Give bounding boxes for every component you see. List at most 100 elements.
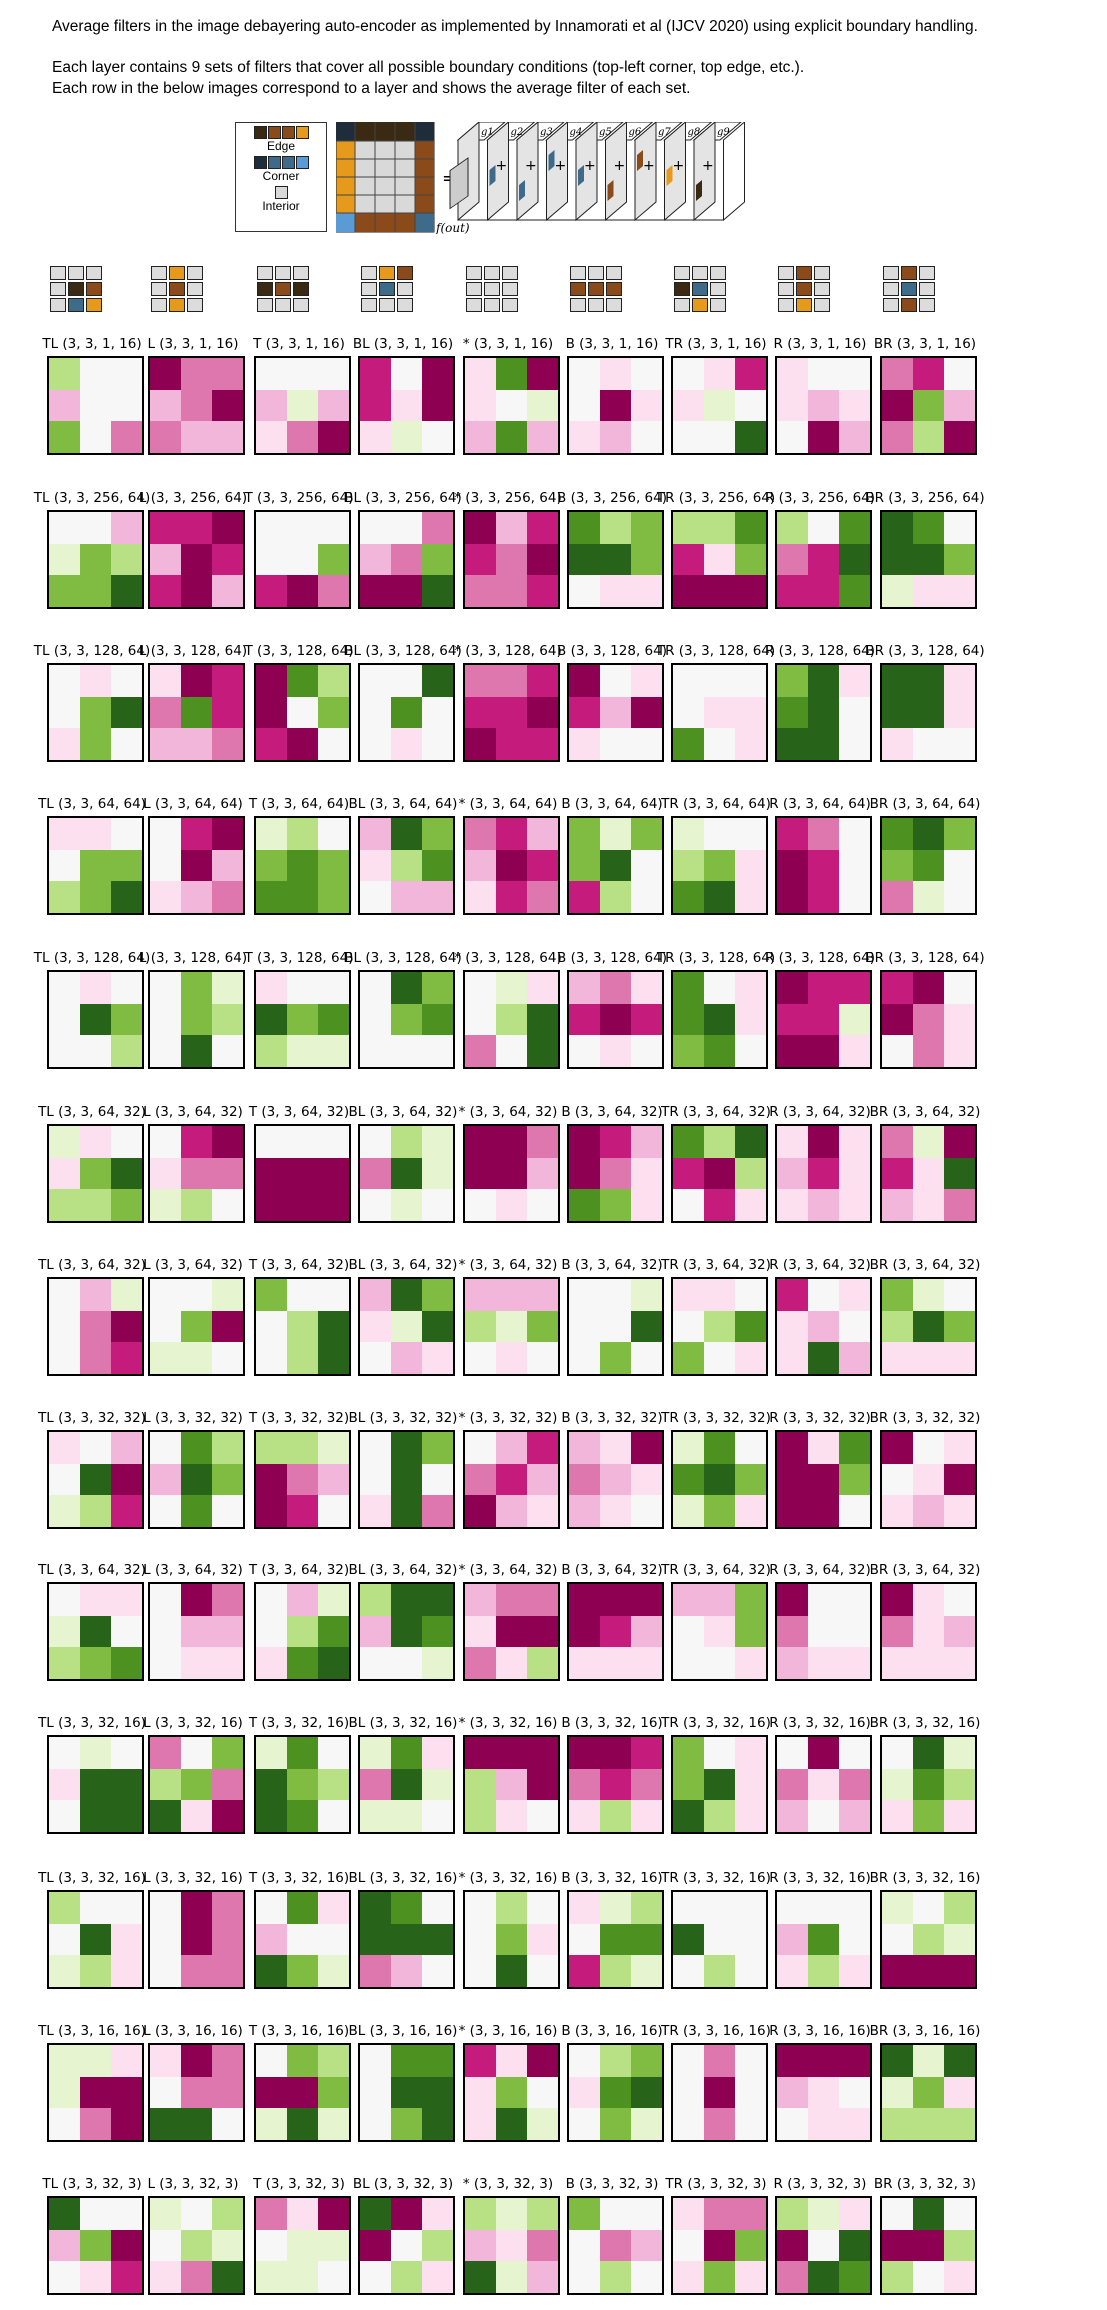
corner-swatch <box>295 156 309 169</box>
filter-weight <box>913 512 944 544</box>
filter-weight <box>80 1279 111 1311</box>
filter-weight <box>735 696 766 729</box>
filter-weight <box>49 1463 80 1496</box>
filter-weight <box>496 1647 527 1679</box>
filter-weight <box>913 1615 944 1648</box>
filter-weight <box>181 1955 212 1987</box>
filter-weight <box>631 849 662 882</box>
filter-weight <box>256 1800 287 1832</box>
filter-weight <box>735 1035 766 1067</box>
edge-swatch <box>281 126 295 139</box>
filter-weight <box>527 358 558 390</box>
filter-weight <box>80 2045 111 2077</box>
filter-weight <box>777 1189 808 1221</box>
filter-heatmap <box>47 1277 144 1376</box>
filter-weight <box>527 2045 558 2077</box>
filter-weight <box>49 696 80 729</box>
filter-weight <box>318 1189 349 1221</box>
filter-label: * (3, 3, 32, 32) <box>458 1410 558 1426</box>
filter-weight <box>777 728 808 760</box>
filter-weight <box>256 543 287 576</box>
filter-weight <box>569 2229 600 2262</box>
filter-weight <box>49 818 80 850</box>
filter-weight <box>808 972 839 1004</box>
filter-weight <box>704 1279 735 1311</box>
filter-weight <box>569 1737 600 1769</box>
filter-weight <box>913 696 944 729</box>
stack-marker <box>637 150 643 171</box>
filter-weight <box>150 1737 181 1769</box>
filter-weight <box>111 1647 142 1679</box>
filter-weight <box>631 1126 662 1158</box>
plus-sign: + <box>614 158 626 174</box>
filter-weight <box>673 1768 704 1801</box>
filter-weight <box>287 358 318 390</box>
filter-weight <box>150 2198 181 2230</box>
icon-cell <box>379 282 395 296</box>
filter-weight <box>391 1923 422 1956</box>
filter-weight <box>287 1955 318 1987</box>
filter-weight <box>422 2261 453 2293</box>
filter-label: B (3, 3, 32, 16) <box>561 1715 663 1731</box>
filter-weight <box>569 421 600 453</box>
filter-weight <box>839 1615 870 1648</box>
icon-cell <box>379 266 395 280</box>
filter-weight <box>496 1892 527 1924</box>
filter-weight <box>391 543 422 576</box>
boundary-icon <box>778 266 830 312</box>
filter-weight <box>913 389 944 422</box>
filter-heatmap <box>148 1582 245 1681</box>
filter-weight <box>944 2045 975 2077</box>
filter-weight <box>808 2076 839 2109</box>
filter-weight <box>808 1342 839 1374</box>
plus-sign: + <box>496 158 508 174</box>
filter-weight <box>704 849 735 882</box>
filter-weight <box>735 512 766 544</box>
filter-weight <box>422 1955 453 1987</box>
filter-weight <box>391 1310 422 1343</box>
filter-weight <box>422 1923 453 1956</box>
filter-label: L (3, 3, 32, 32) <box>143 1410 243 1426</box>
filter-weight <box>181 696 212 729</box>
filter-weight <box>80 1737 111 1769</box>
filter-label: R (3, 3, 32, 16) <box>769 1870 871 1886</box>
filter-weight <box>944 1342 975 1374</box>
filter-weight <box>496 1310 527 1343</box>
filter-weight <box>256 512 287 544</box>
filter-weight <box>913 2198 944 2230</box>
filter-heatmap <box>254 510 351 609</box>
filter-weight <box>735 2229 766 2262</box>
filter-weight <box>422 1342 453 1374</box>
filter-label: * (3, 3, 64, 64) <box>458 796 558 812</box>
filter-weight <box>422 575 453 607</box>
filter-weight <box>944 358 975 390</box>
filter-weight <box>212 1647 243 1679</box>
filter-label: TR (3, 3, 16, 16) <box>661 2023 771 2039</box>
filter-weight <box>600 972 631 1004</box>
icon-cell <box>50 282 66 296</box>
filter-label: BL (3, 3, 64, 32) <box>348 1257 458 1273</box>
filter-heatmap <box>671 1735 768 1834</box>
filter-label: TL (3, 3, 64, 32) <box>38 1562 146 1578</box>
filter-weight <box>944 1800 975 1832</box>
filter-weight <box>735 1342 766 1374</box>
stack-marker <box>666 165 673 186</box>
filter-weight <box>913 1342 944 1374</box>
filter-weight <box>465 1495 496 1527</box>
filter-heatmap <box>671 510 768 609</box>
filter-heatmap <box>463 1124 560 1223</box>
filter-weight <box>360 1126 391 1158</box>
filter-weight <box>913 1800 944 1832</box>
boundary-icon <box>257 266 309 312</box>
filter-weight <box>256 2198 287 2230</box>
boundary-icon <box>50 266 102 312</box>
stack-marker <box>548 150 555 171</box>
filter-label: BR (3, 3, 256, 64) <box>865 490 985 506</box>
filter-weight <box>80 2229 111 2262</box>
filter-weight <box>913 1495 944 1527</box>
icon-cell <box>169 298 185 312</box>
filter-weight <box>496 575 527 607</box>
filter-weight <box>777 543 808 576</box>
filter-label: BL (3, 3, 16, 16) <box>348 2023 458 2039</box>
filter-weight <box>360 728 391 760</box>
